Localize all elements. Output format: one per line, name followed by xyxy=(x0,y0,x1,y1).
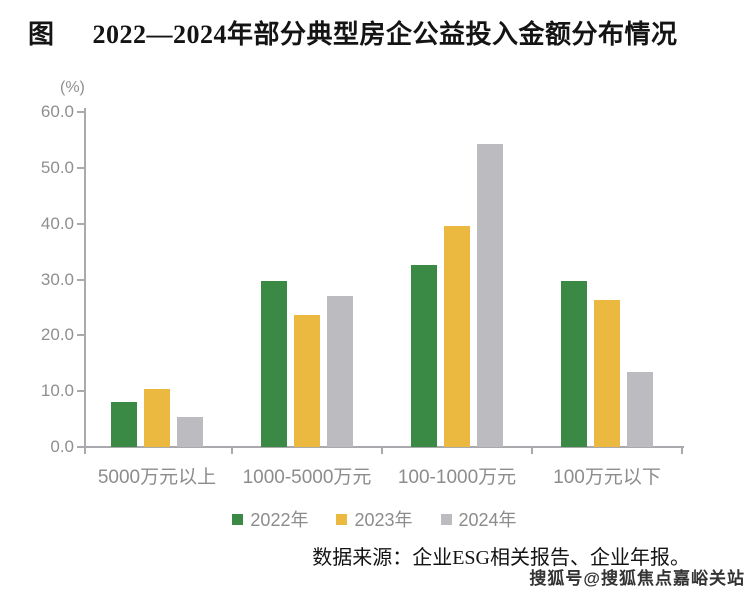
bar-2022年-100万元以下 xyxy=(561,281,587,447)
category-label: 5000万元以上 xyxy=(97,467,217,488)
y-axis-tick xyxy=(77,166,85,169)
y-tick-label: 50.0 xyxy=(40,157,74,177)
x-axis-tick xyxy=(681,447,683,454)
legend-label: 2022年 xyxy=(250,510,309,530)
source-note: 数据来源：企业ESG相关报告、企业年报。 xyxy=(312,547,690,569)
figure-label: 图 xyxy=(28,20,55,49)
bar-2023年-5000万元以上 xyxy=(144,389,170,447)
y-axis-tick xyxy=(77,334,85,337)
bar-2024年-5000万元以上 xyxy=(177,417,203,447)
legend-swatch-icon xyxy=(440,513,452,525)
y-axis-line xyxy=(84,108,86,454)
y-tick-label: 10.0 xyxy=(40,381,74,401)
y-tick-label: 0.0 xyxy=(50,437,74,456)
legend-item-2023年: 2023年 xyxy=(336,506,413,532)
x-axis-tick xyxy=(531,447,533,454)
legend-label: 2023年 xyxy=(354,510,413,530)
legend-item-2024年: 2024年 xyxy=(440,506,517,532)
x-axis-line xyxy=(83,446,684,448)
legend-swatch-icon xyxy=(336,513,348,525)
x-axis-tick xyxy=(231,447,233,454)
bar-2024年-100-1000万元 xyxy=(477,144,503,447)
bar-2023年-1000-5000万元 xyxy=(294,315,320,447)
x-axis-tick xyxy=(381,447,383,454)
bar-2022年-1000-5000万元 xyxy=(261,281,287,447)
bar-2023年-100-1000万元 xyxy=(444,226,470,447)
y-tick-label: 60.0 xyxy=(40,102,74,122)
y-axis-unit-label: (%) xyxy=(60,79,85,96)
legend-label: 2024年 xyxy=(458,510,517,530)
y-axis-tick xyxy=(77,222,85,225)
y-tick-label: 20.0 xyxy=(40,325,74,345)
bar-2024年-1000-5000万元 xyxy=(327,296,353,447)
legend: 2022年 2023年 2024年 xyxy=(0,506,749,532)
figure-title-text: 2022—2024年部分典型房企公益投入金额分布情况 xyxy=(92,20,678,49)
y-tick-label: 40.0 xyxy=(40,213,74,233)
legend-swatch-icon xyxy=(232,513,244,525)
legend-item-2022年: 2022年 xyxy=(232,506,308,532)
category-label: 100-1000万元 xyxy=(397,467,517,488)
y-axis-tick xyxy=(77,111,85,114)
y-axis-tick xyxy=(77,446,85,448)
bar-2024年-100万元以下 xyxy=(627,372,653,447)
bar-2022年-100-1000万元 xyxy=(411,265,437,447)
category-label: 100万元以下 xyxy=(553,467,661,488)
y-axis-tick xyxy=(77,390,85,393)
category-label: 1000-5000万元 xyxy=(242,467,372,488)
y-tick-label: 30.0 xyxy=(40,269,74,289)
figure-title: 图 2022—2024年部分典型房企公益投入金额分布情况 xyxy=(28,14,728,51)
bar-2023年-100万元以下 xyxy=(594,300,620,447)
y-axis-tick xyxy=(77,278,85,281)
watermark: 搜狐号@搜狐焦点嘉峪关站 xyxy=(529,569,745,588)
bar-2022年-5000万元以上 xyxy=(111,402,137,447)
